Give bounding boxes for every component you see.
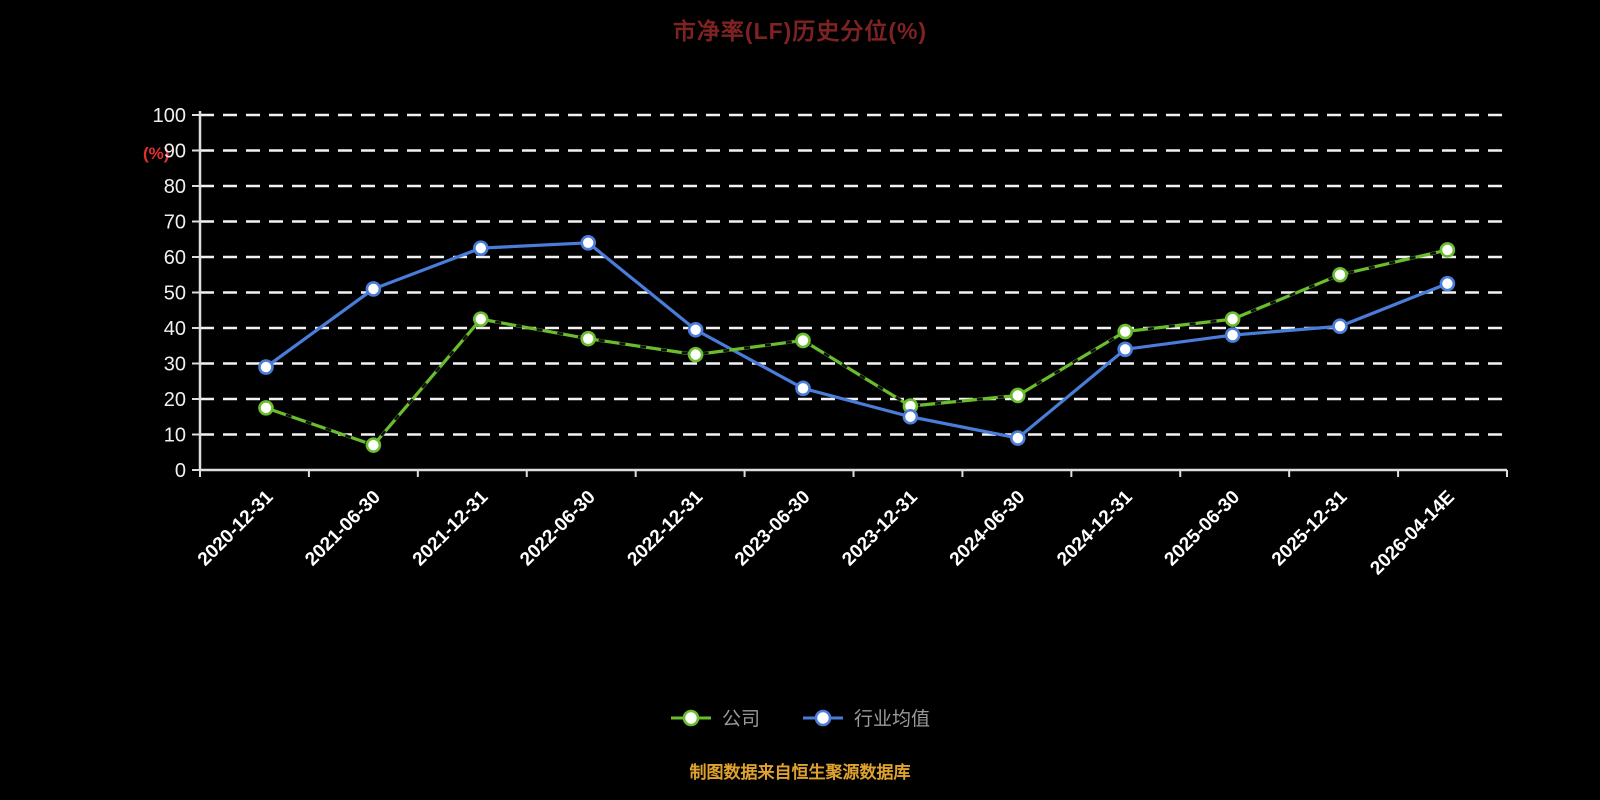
x-tick-label: 2023-06-30	[731, 487, 815, 571]
data-point	[1117, 323, 1133, 340]
series-line-公司	[264, 248, 1450, 447]
data-point	[902, 408, 919, 425]
legend-item-company[interactable]: 公司	[670, 704, 760, 731]
x-tick-label: 2026-04-14E	[1366, 487, 1459, 580]
data-point	[1009, 430, 1026, 446]
x-tick-label: 2022-12-31	[624, 486, 708, 570]
y-tick-label: 40	[164, 318, 186, 340]
y-tick-label: 0	[175, 460, 186, 482]
x-tick-label: 2023-12-31	[838, 486, 922, 570]
data-point	[580, 235, 597, 251]
data-point	[258, 400, 274, 416]
y-tick-label: 30	[164, 354, 186, 376]
x-tick-label: 2021-12-31	[409, 486, 493, 570]
data-point	[1224, 311, 1241, 327]
y-tick-label: 90	[164, 141, 186, 163]
chart-title: 市净率(LF)历史分位(%)	[672, 18, 928, 44]
x-tick-label: 2020-12-31	[194, 486, 278, 570]
data-point	[1224, 327, 1241, 343]
y-axis-unit-label: (%)	[143, 144, 170, 163]
data-point	[1117, 341, 1133, 358]
x-tick-label: 2022-06-30	[516, 487, 600, 571]
data-point	[1332, 318, 1348, 335]
series-line-行业均值	[264, 241, 1450, 440]
y-tick-label: 70	[164, 212, 186, 234]
data-point	[365, 281, 382, 297]
company-legend-marker-icon	[670, 709, 711, 726]
x-tick-label: 2025-12-31	[1268, 486, 1352, 570]
x-tick-label: 2024-12-31	[1053, 486, 1137, 570]
legend-label-industry: 行业均值	[854, 709, 931, 730]
data-point	[795, 380, 811, 397]
legend-item-industry[interactable]: 行业均值	[802, 704, 930, 731]
data-point	[472, 240, 489, 256]
data-point	[687, 321, 704, 338]
data-point	[1439, 275, 1456, 292]
y-tick-label: 20	[164, 389, 186, 411]
data-point	[795, 332, 811, 349]
data-point	[687, 346, 704, 363]
x-tick-label: 2021-06-30	[301, 487, 385, 571]
x-tick-label: 2024-06-30	[946, 487, 1030, 571]
data-point	[472, 311, 489, 327]
data-point	[1332, 266, 1348, 283]
legend-label-company: 公司	[721, 709, 760, 730]
y-tick-label: 100	[153, 105, 186, 127]
data-point	[258, 359, 274, 375]
y-tick-label: 10	[164, 425, 186, 447]
y-tick-label: 80	[164, 176, 186, 198]
data-point	[365, 437, 382, 453]
data-point	[1009, 387, 1026, 404]
series-dash-overlay	[265, 248, 1448, 447]
industry-legend-marker-icon	[803, 709, 843, 726]
y-tick-label: 60	[164, 247, 186, 269]
data-source-note: 制图数据来自恒生聚源数据库	[689, 763, 911, 782]
legend: 公司 行业均值	[0, 704, 1600, 731]
y-tick-label: 50	[164, 283, 186, 305]
data-point	[1439, 242, 1456, 258]
x-tick-label: 2025-06-30	[1161, 487, 1245, 571]
data-point	[580, 330, 597, 347]
